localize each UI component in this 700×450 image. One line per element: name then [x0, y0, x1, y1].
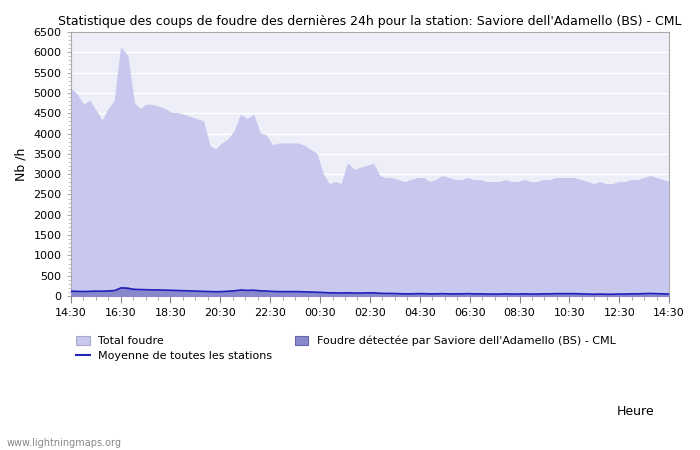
Text: www.lightningmaps.org: www.lightningmaps.org — [7, 438, 122, 448]
Legend: Total foudre, Moyenne de toutes les stations, Foudre détectée par Saviore dell'A: Total foudre, Moyenne de toutes les stat… — [76, 336, 616, 361]
Y-axis label: Nb /h: Nb /h — [15, 147, 28, 180]
Text: Heure: Heure — [617, 405, 655, 418]
Title: Statistique des coups de foudre des dernières 24h pour la station: Saviore dell': Statistique des coups de foudre des dern… — [58, 15, 682, 28]
